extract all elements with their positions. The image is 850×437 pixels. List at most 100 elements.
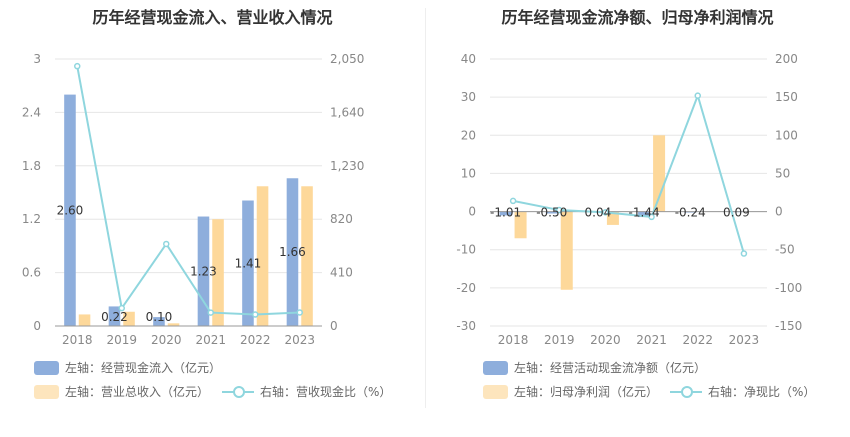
line-point — [740, 250, 748, 257]
legend-label: 左轴：营业总收入（亿元） — [65, 385, 210, 399]
legend-item-right-2[interactable]: 右轴：净现比（%） — [670, 383, 815, 400]
x-tick-label: 2022 — [240, 333, 271, 347]
chart-panel-right: 历年经营现金流净额、归母净利润情况 -30 -20 -10 0 10 20 30 40 -150… — [425, 0, 850, 437]
bar — [301, 186, 313, 326]
bar-data-label: -0.24 — [675, 206, 706, 220]
bar — [78, 314, 91, 326]
bar — [653, 135, 666, 212]
legend-label: 左轴：归母净利润（亿元） — [514, 385, 659, 399]
y-right-tick-label: 410 — [330, 266, 353, 280]
x-tick-label: 2021 — [636, 333, 667, 347]
y-left-tick-label: -20 — [456, 281, 476, 295]
bar-data-label: 1.41 — [235, 256, 262, 270]
legend-swatch-line — [670, 385, 702, 399]
bar-data-label: 0.10 — [146, 310, 173, 324]
y-right-tick-label: 0 — [330, 319, 338, 333]
bar — [606, 211, 619, 225]
x-tick-label: 2023 — [284, 333, 315, 347]
line-series — [76, 65, 300, 316]
bar-data-label: -0.50 — [536, 206, 567, 220]
bar — [64, 94, 76, 326]
legend-label: 左轴：经营现金流入（亿元） — [65, 361, 222, 375]
legend-item-left-2[interactable]: 右轴：营收现金比（%） — [222, 383, 391, 400]
bar — [638, 211, 651, 218]
line-point — [207, 309, 214, 316]
legend-label: 右轴：营收现金比（%） — [260, 385, 392, 399]
legend-item-right-0[interactable]: 左轴：经营活动现金流净额（亿元） — [483, 359, 706, 376]
bar — [123, 311, 135, 326]
y-left-tick-label: -10 — [456, 243, 476, 257]
legend-item-left-0[interactable]: 左轴：经营现金流入（亿元） — [34, 359, 221, 376]
legend-swatch-blue — [483, 360, 508, 375]
y-right-tick-label: -50 — [775, 243, 795, 257]
line-series — [512, 92, 745, 254]
bar — [560, 211, 573, 290]
legend-item-right-1[interactable]: 左轴：归母净利润（亿元） — [483, 383, 658, 400]
y-left-tick-label: 0 — [468, 205, 476, 219]
line-point — [118, 304, 125, 312]
chart-svg-left: 0 0.6 1.2 1.8 2.4 3 0 410 820 1,230 1,640 2,050 2018… — [22, 52, 364, 347]
chart-title-right: 历年经营现金流净额、归母净利润情况 — [501, 8, 774, 27]
y-left-tick-label: 40 — [461, 52, 476, 66]
line-point — [252, 311, 259, 318]
y-left-tick-label: 0 — [33, 319, 41, 333]
y-right-tick-label: 100 — [775, 128, 798, 142]
bar — [545, 211, 558, 214]
y-right-tick-label: 0 — [775, 205, 783, 219]
x-tick-label: 2021 — [195, 333, 226, 347]
y-left-tick-label: 1.2 — [22, 212, 41, 226]
x-tick-label: 2023 — [729, 333, 760, 347]
x-tick-label: 2020 — [151, 333, 182, 347]
y-right-tick-label: 2,050 — [330, 52, 364, 66]
line-point — [163, 240, 170, 248]
line-point — [694, 92, 701, 99]
bar-data-label: -1.44 — [629, 206, 660, 220]
bar — [167, 323, 180, 326]
y-right-tick-label: 50 — [775, 166, 790, 180]
line-point — [74, 62, 81, 70]
y-right-tick-label: -100 — [775, 281, 802, 295]
y-left-tick-label: 30 — [461, 90, 476, 104]
bar — [242, 200, 254, 326]
line-point — [648, 213, 655, 221]
legend-label: 右轴：净现比（%） — [708, 385, 816, 399]
bar — [108, 306, 121, 326]
line-point — [602, 209, 609, 216]
y-right-tick-label: 150 — [775, 90, 798, 104]
y-left-tick-label: 0.6 — [22, 266, 41, 280]
line-point — [556, 206, 563, 214]
legend-swatch-line — [222, 385, 254, 399]
legend-swatch-orange — [483, 384, 508, 399]
bar-data-label: 1.66 — [279, 245, 306, 259]
bar-data-label: 0.04 — [585, 206, 612, 220]
chart-panel-left: 历年经营现金流入、营业收入情况 0 0.6 1.2 1.8 2.4 3 0 410 820 1,2… — [22, 8, 392, 400]
x-tick-label: 2018 — [62, 333, 93, 347]
bar — [212, 219, 224, 326]
chart-title-left: 历年经营现金流入、营业收入情况 — [92, 8, 333, 27]
bar-data-label: 0.09 — [723, 206, 750, 220]
legend-item-left-1[interactable]: 左轴：营业总收入（亿元） — [34, 383, 209, 400]
chart-svg-right: -30-20-10010203040-150-100-5005010015020… — [456, 52, 802, 347]
bar — [256, 186, 269, 326]
panel-divider — [425, 8, 426, 408]
bar-data-label: 2.60 — [57, 203, 84, 217]
line-point — [509, 197, 517, 205]
y-right-tick-label: 200 — [775, 52, 798, 66]
bar-data-label: -1.01 — [490, 206, 521, 220]
bar — [153, 317, 165, 326]
x-tick-label: 2018 — [498, 333, 529, 347]
x-tick-label: 2019 — [106, 333, 137, 347]
y-left-tick-label: 10 — [461, 166, 476, 180]
x-tick-label: 2019 — [544, 333, 575, 347]
bar-data-label: 0.22 — [101, 310, 128, 324]
line-point — [296, 309, 303, 316]
y-left-tick-label: -30 — [456, 319, 476, 333]
bar — [286, 178, 299, 326]
y-right-tick-label: -150 — [775, 319, 802, 333]
bar-data-label: 1.23 — [190, 264, 217, 278]
y-left-tick-label: 2.4 — [22, 105, 41, 119]
bar — [197, 216, 210, 326]
y-right-tick-label: 1,230 — [330, 159, 364, 173]
y-left-tick-label: 1.8 — [22, 159, 41, 173]
x-tick-label: 2020 — [590, 333, 621, 347]
